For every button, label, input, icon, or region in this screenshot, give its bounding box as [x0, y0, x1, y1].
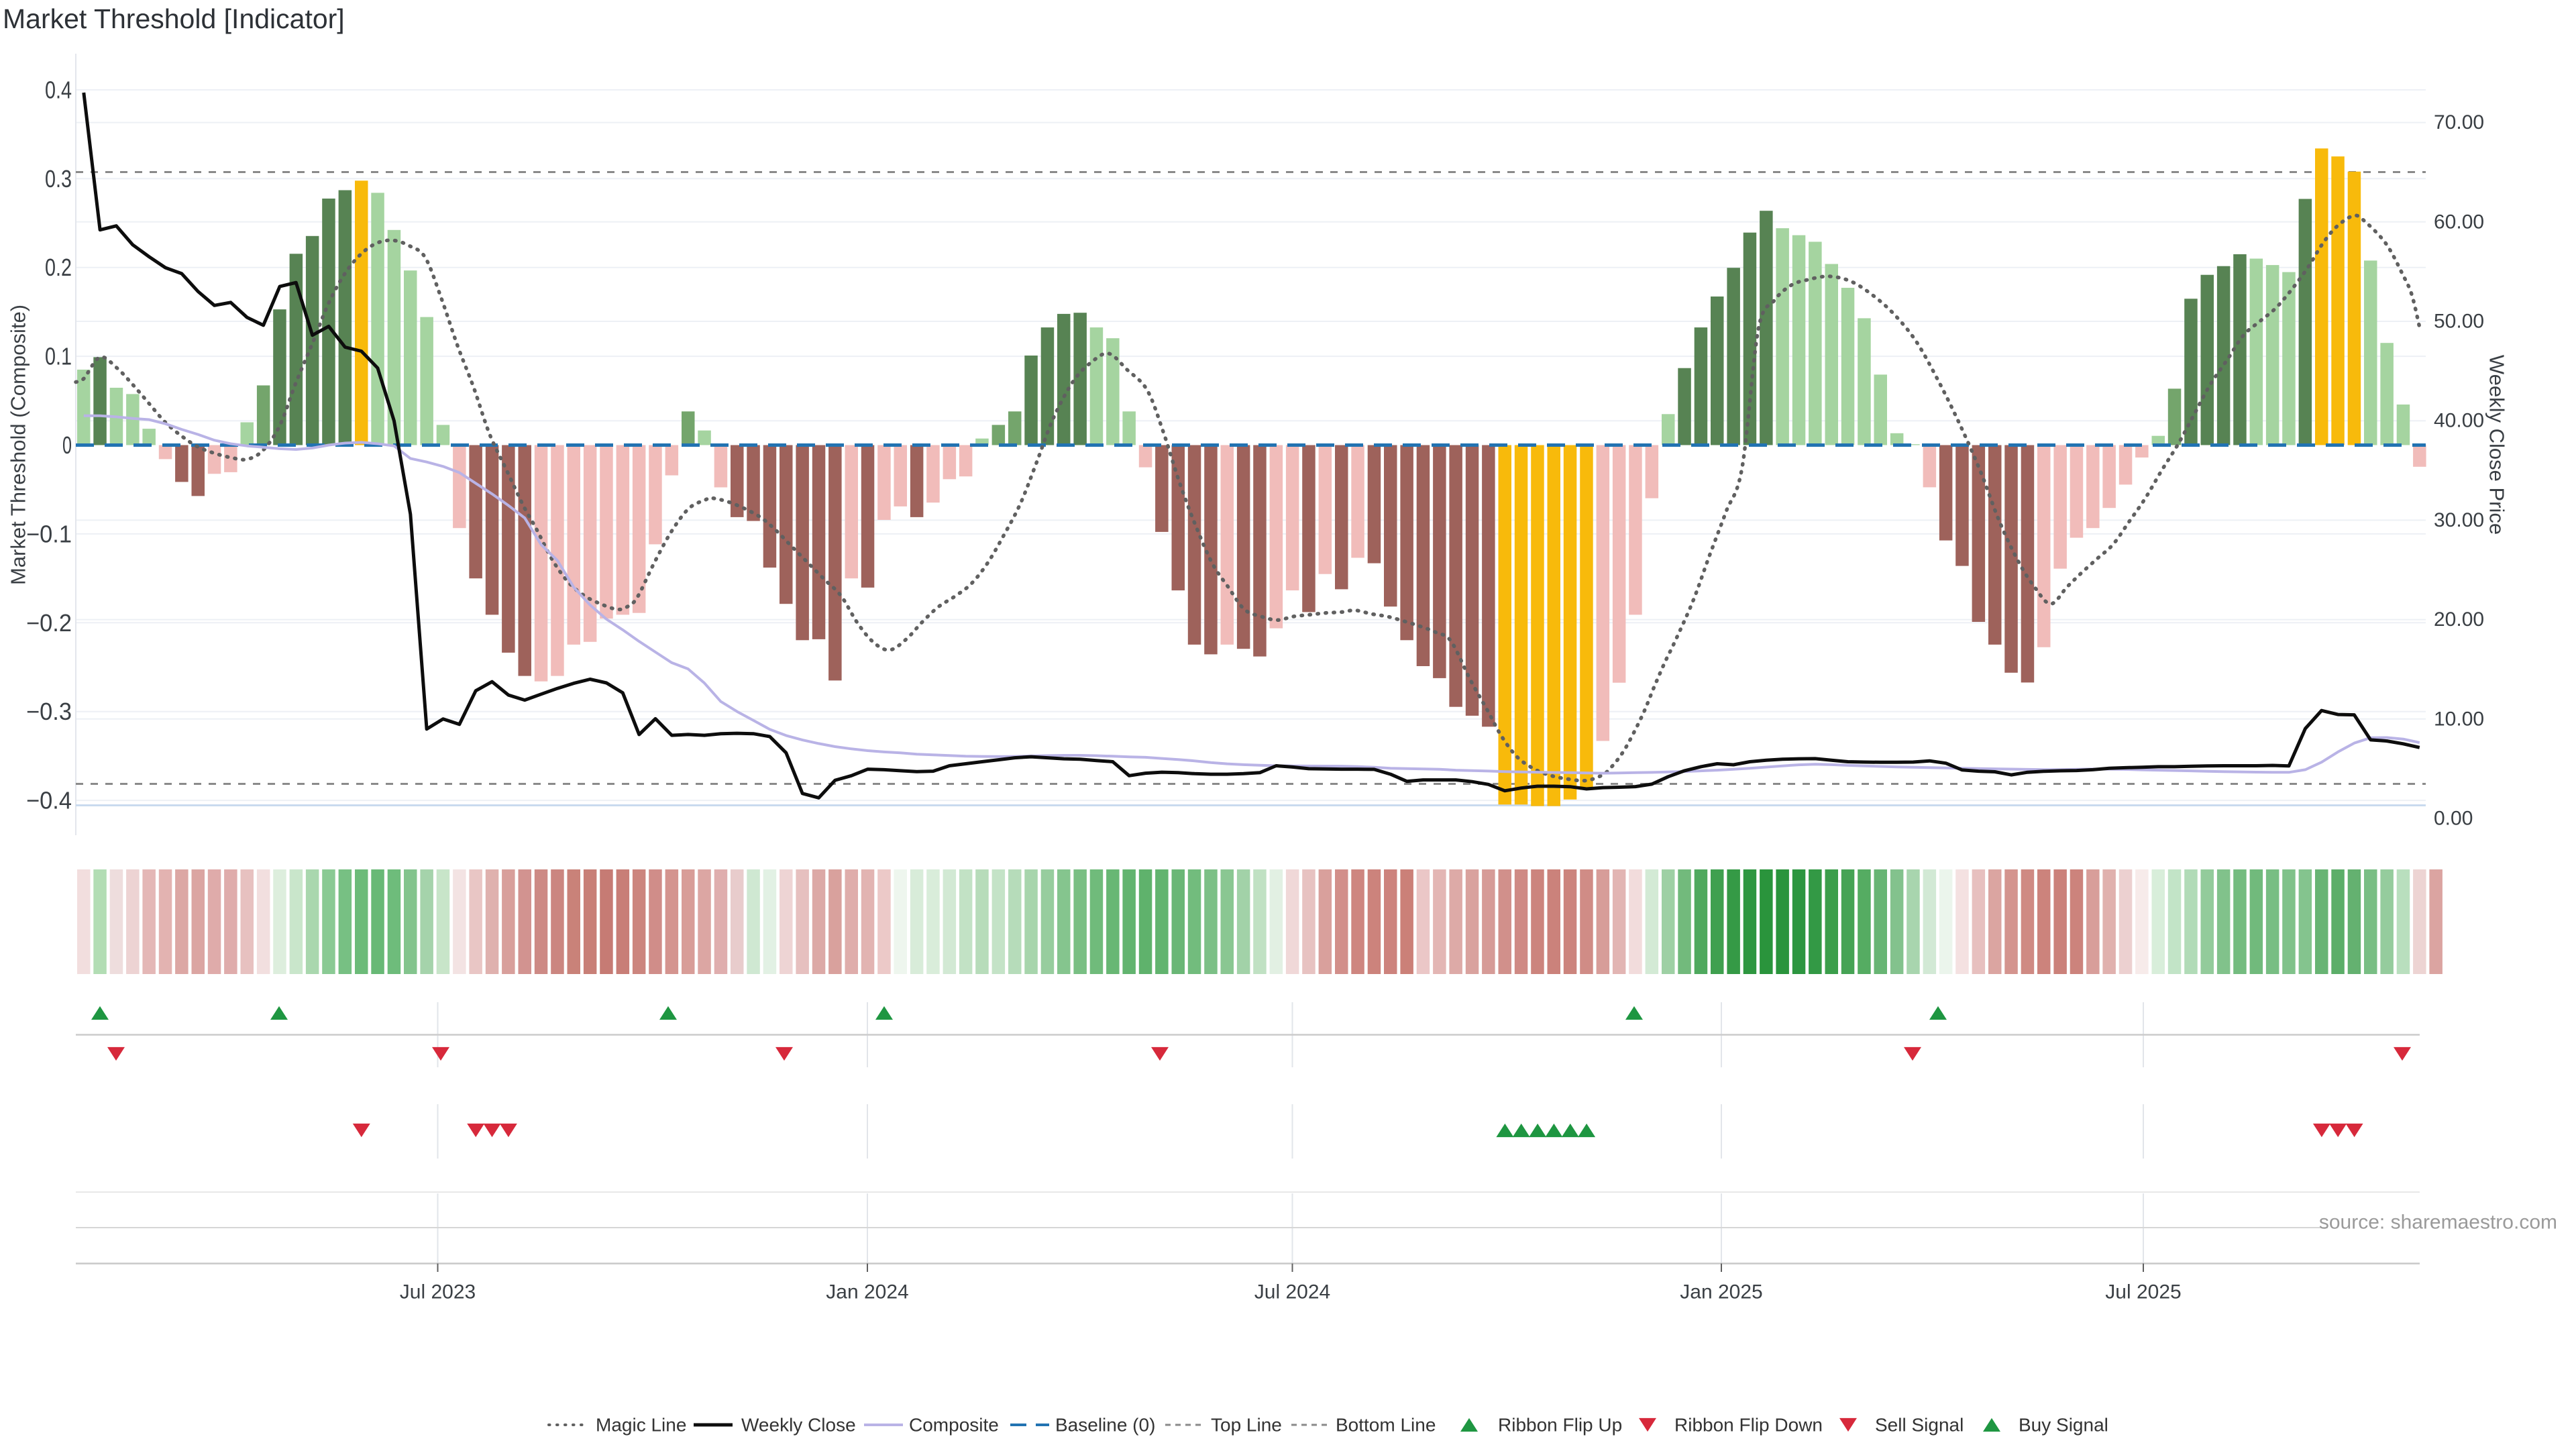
svg-text:0.1: 0.1 — [45, 343, 72, 370]
svg-text:Buy Signal: Buy Signal — [2019, 1415, 2108, 1436]
svg-text:40.00: 40.00 — [2434, 410, 2484, 432]
svg-text:Top Line: Top Line — [1211, 1415, 1282, 1436]
svg-text:0.00: 0.00 — [2434, 808, 2473, 830]
svg-text:−0.2: −0.2 — [26, 609, 72, 637]
svg-text:Sell Signal: Sell Signal — [1875, 1415, 1964, 1436]
svg-text:Weekly Close: Weekly Close — [741, 1415, 856, 1436]
svg-text:Jul 2025: Jul 2025 — [2105, 1281, 2181, 1303]
svg-text:60.00: 60.00 — [2434, 211, 2484, 233]
svg-text:Ribbon Flip Up: Ribbon Flip Up — [1498, 1415, 1622, 1436]
svg-text:Composite: Composite — [909, 1415, 999, 1436]
svg-text:Market Threshold (Composite): Market Threshold (Composite) — [7, 305, 30, 585]
svg-text:Jul 2024: Jul 2024 — [1254, 1281, 1330, 1303]
svg-text:Jan 2024: Jan 2024 — [826, 1281, 908, 1303]
svg-text:Ribbon Flip Down: Ribbon Flip Down — [1674, 1415, 1823, 1436]
svg-text:Magic Line: Magic Line — [596, 1415, 686, 1436]
svg-text:−0.3: −0.3 — [26, 698, 72, 725]
svg-text:20.00: 20.00 — [2434, 608, 2484, 631]
svg-text:0.3: 0.3 — [45, 165, 72, 193]
svg-text:50.00: 50.00 — [2434, 311, 2484, 333]
svg-text:0.2: 0.2 — [45, 254, 72, 281]
svg-text:0.4: 0.4 — [45, 76, 72, 103]
svg-text:Bottom Line: Bottom Line — [1336, 1415, 1436, 1436]
svg-text:−0.1: −0.1 — [26, 520, 72, 547]
svg-text:0: 0 — [62, 431, 72, 459]
svg-text:70.00: 70.00 — [2434, 111, 2484, 133]
svg-text:30.00: 30.00 — [2434, 509, 2484, 531]
svg-text:Market Threshold [Indicator]: Market Threshold [Indicator] — [3, 3, 345, 34]
svg-text:source: sharemaestro.com: source: sharemaestro.com — [2319, 1212, 2557, 1234]
svg-text:Baseline (0): Baseline (0) — [1055, 1415, 1155, 1436]
svg-text:−0.4: −0.4 — [26, 787, 72, 814]
svg-text:10.00: 10.00 — [2434, 708, 2484, 730]
svg-text:Jan 2025: Jan 2025 — [1680, 1281, 1762, 1303]
svg-text:Jul 2023: Jul 2023 — [400, 1281, 476, 1303]
svg-text:Weekly Close Price: Weekly Close Price — [2485, 355, 2509, 535]
